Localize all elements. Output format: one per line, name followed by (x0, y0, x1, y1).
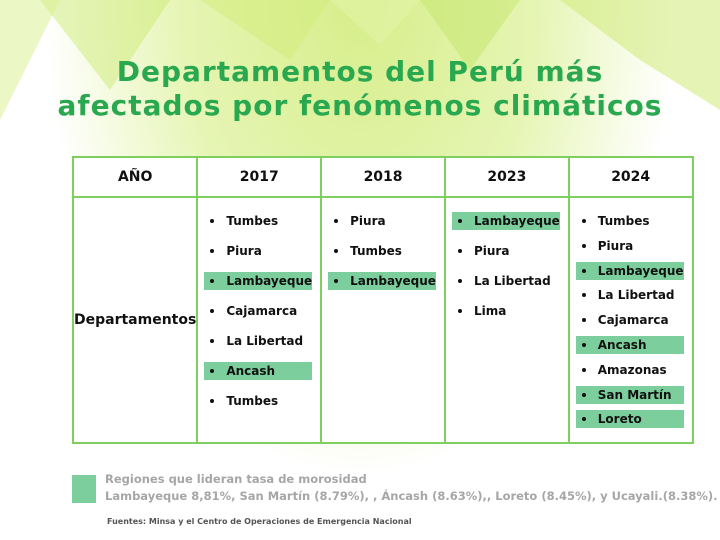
legend-color-swatch (72, 475, 96, 503)
column-2017: Tumbes Piura Lambayeque Cajamarca La Liberta… (196, 196, 323, 444)
list-item: Cajamarca (576, 311, 684, 329)
title-line-1: Departamentos del Perú más (116, 55, 604, 88)
title-line-2: afectados por fenómenos climáticos (57, 89, 663, 122)
list-item: Tumbes (204, 392, 312, 410)
list-item: Piura (204, 242, 312, 260)
column-2023: Lambayeque Piura La Libertad Lima (443, 196, 570, 444)
list-item: Tumbes (204, 212, 312, 230)
header-year-label: AÑO (71, 156, 199, 198)
list-item: Piura (576, 237, 684, 255)
source-note: Fuentes: Minsa y el Centro de Operacione… (107, 517, 412, 526)
header-2018: 2018 (320, 156, 446, 198)
list-item: Lambayeque (328, 272, 436, 290)
list-item: Loreto (575, 410, 684, 429)
page-title: Departamentos del Perú más afectados por… (0, 55, 720, 123)
list-item: La Libertad (204, 332, 312, 350)
header-2023: 2023 (443, 156, 570, 198)
list-item: La Libertad (452, 272, 560, 290)
legend-text: Lambayeque 8,81%, San Martín (8.79%), , … (105, 489, 718, 503)
departments-table: AÑO 2017 2018 2023 2024 Departamentos Tu… (71, 156, 694, 444)
table-row: Departamentos Tumbes Piura Lambayeque Cajam… (71, 196, 694, 444)
list-item: Cajamarca (204, 302, 312, 320)
legend-title: Regiones que lideran tasa de morosidad (105, 472, 367, 486)
column-2024: Tumbes Piura Lambayeque La Libertad Cajamarc… (567, 196, 694, 444)
list-item: La Libertad (576, 286, 684, 304)
list-item: Piura (328, 212, 436, 230)
list-item: San Martín (575, 385, 684, 404)
list-item: Amazonas (576, 361, 684, 379)
row-label: Departamentos (71, 196, 199, 444)
list-item: Tumbes (328, 242, 436, 260)
list-item: Lambayeque (204, 272, 313, 290)
list-item: Tumbes (576, 212, 684, 230)
header-2024: 2024 (567, 156, 694, 198)
list-item: Piura (452, 242, 560, 260)
list-item: Ancash (575, 335, 684, 354)
list-item: Lambayeque (575, 261, 684, 280)
list-item: Ancash (204, 362, 313, 380)
column-2018: Piura Tumbes Lambayeque (320, 196, 446, 444)
table-header-row: AÑO 2017 2018 2023 2024 (71, 156, 694, 198)
list-item: Lambayeque (451, 212, 560, 230)
header-2017: 2017 (196, 156, 323, 198)
list-item: Lima (452, 302, 560, 320)
